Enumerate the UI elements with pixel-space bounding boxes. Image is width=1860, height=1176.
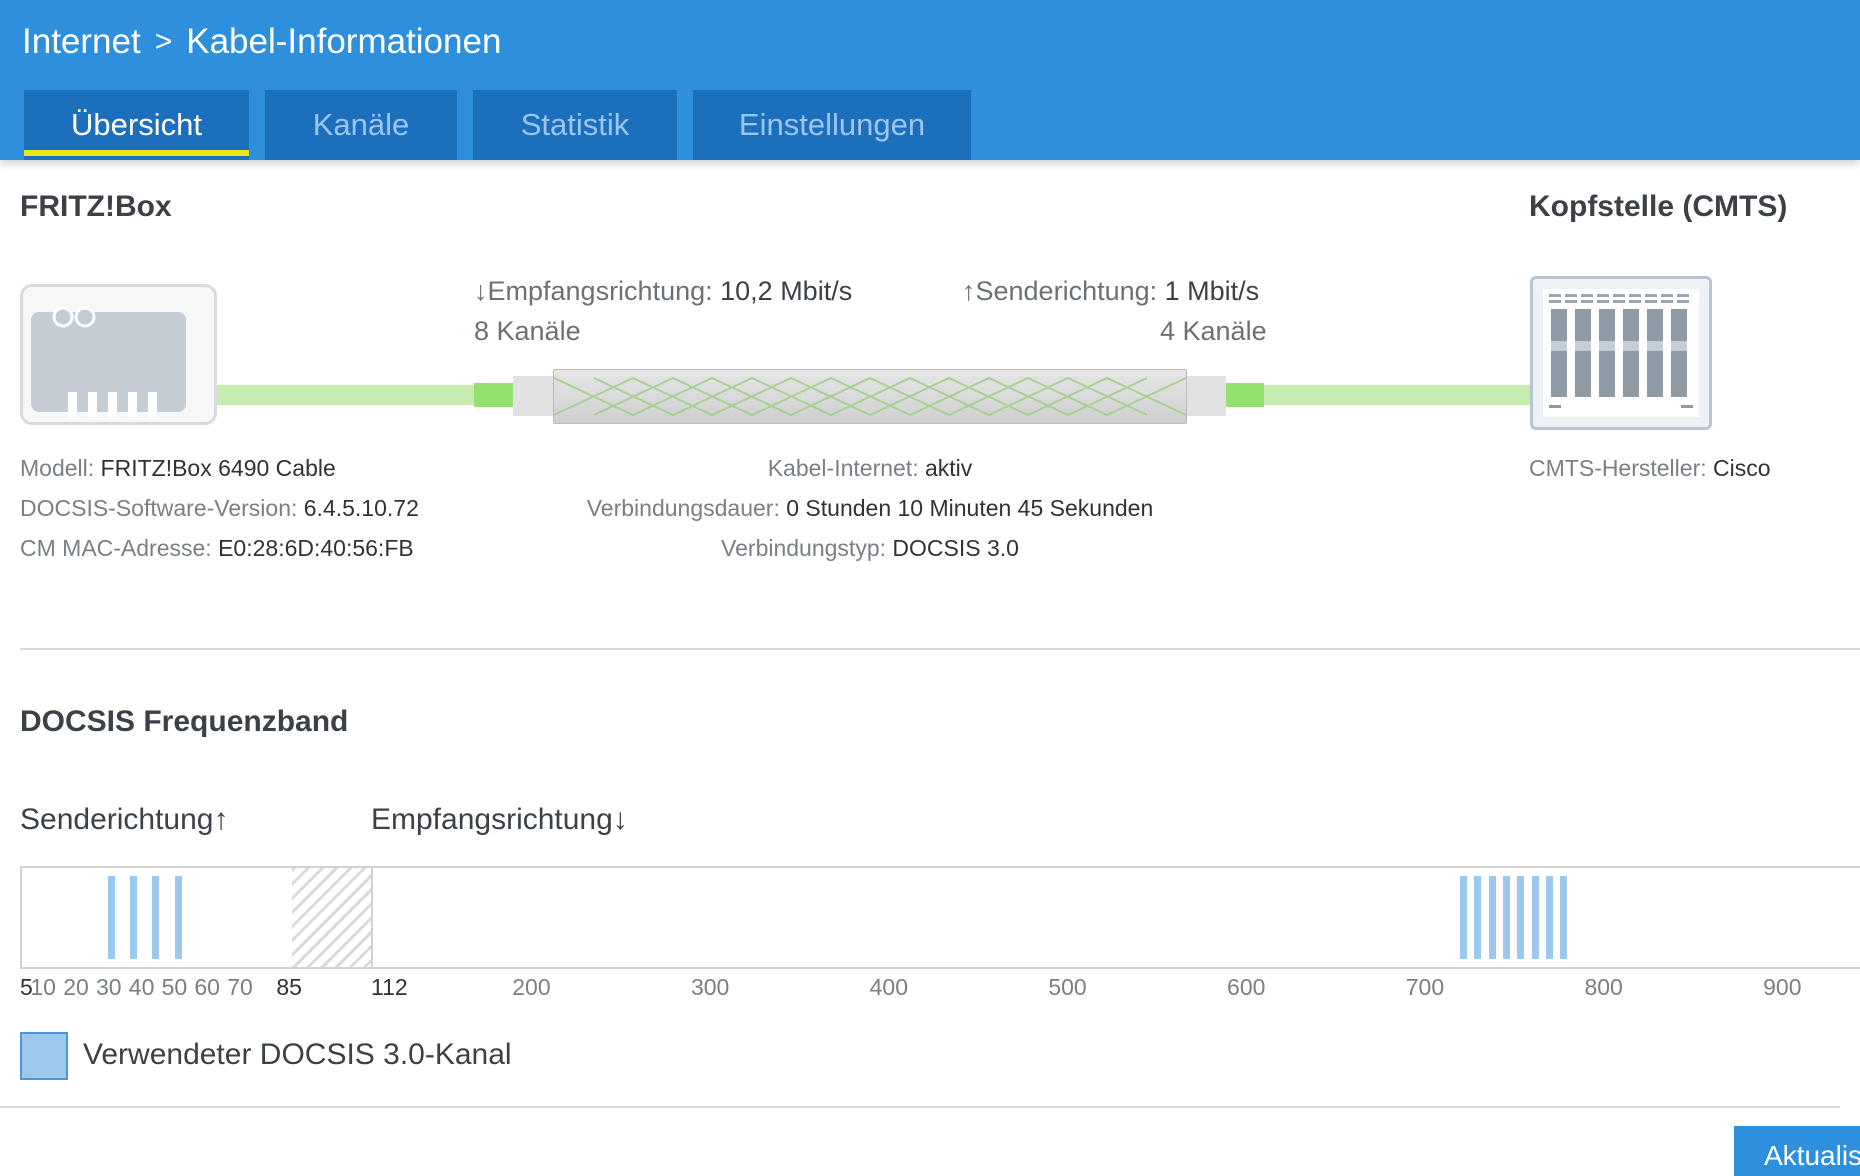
upstream-tick-label: 85 xyxy=(276,974,302,1000)
tab-einstellungen[interactable]: Einstellungen xyxy=(693,90,971,160)
refresh-button[interactable]: Aktualisieren xyxy=(1734,1126,1860,1176)
upstream-channel-marker xyxy=(174,876,182,959)
downstream-channel-marker xyxy=(1474,876,1482,959)
downstream-tick-label: 300 xyxy=(690,974,730,1000)
cable-left-connector xyxy=(474,383,514,407)
downstream-tick-label: 400 xyxy=(869,974,909,1000)
cable-braid-graphic xyxy=(554,376,1186,417)
duration-value: 0 Stunden 10 Minuten 45 Sekunden xyxy=(786,495,1154,521)
upstream-tick-label: 30 xyxy=(96,974,122,1000)
cmts-server-icon xyxy=(1530,276,1712,430)
model-label: Modell: xyxy=(20,455,95,481)
upstream-tick-label: 50 xyxy=(161,974,188,1000)
docsis-sw-label: DOCSIS-Software-Version: xyxy=(20,495,298,521)
upstream-tick-label: 5 xyxy=(20,974,33,1000)
breadcrumb: Internet > Kabel-Informationen xyxy=(22,22,501,62)
upstream-tick-label: 10 xyxy=(30,974,56,1000)
mac-label: CM MAC-Adresse: xyxy=(20,535,212,561)
band-title: DOCSIS Frequenzband xyxy=(20,705,349,738)
upstream-rate-value: 1 Mbit/s xyxy=(1164,276,1260,306)
upstream-channels: 4 Kanäle xyxy=(1160,316,1267,346)
cable-left xyxy=(205,385,475,405)
duration-label: Verbindungsdauer: xyxy=(586,495,780,521)
section-divider xyxy=(20,648,1860,650)
mac-value: E0:28:6D:40:56:FB xyxy=(218,535,414,561)
downstream-band xyxy=(371,866,1860,969)
docsis-sw-value: 6.4.5.10.72 xyxy=(303,495,419,521)
band-upstream-label: Senderichtung↑ xyxy=(20,803,229,836)
downstream-channel-marker xyxy=(1545,876,1553,959)
downstream-rate: ↓Empfangsrichtung: 10,2 Mbit/s xyxy=(474,276,852,307)
chevron-right-icon: > xyxy=(154,25,173,58)
downstream-channel-marker xyxy=(1488,876,1496,959)
upstream-label: Senderichtung: xyxy=(975,276,1158,306)
downstream-tick-label: 200 xyxy=(512,974,551,1000)
band-downstream-label: Empfangsrichtung↓ xyxy=(371,803,628,836)
docsis-sw-row: DOCSIS-Software-Version: 6.4.5.10.72 xyxy=(20,495,419,522)
upstream-channel-marker xyxy=(152,876,160,959)
downstream-channel-marker xyxy=(1560,876,1568,959)
legend-label: Verwendeter DOCSIS 3.0-Kanal xyxy=(83,1038,512,1071)
duration-row: Verbindungsdauer: 0 Stunden 10 Minuten 4… xyxy=(490,495,1250,522)
connection-type-value: DOCSIS 3.0 xyxy=(892,535,1019,561)
upstream-tick-label: 70 xyxy=(227,974,253,1000)
cmts-manufacturer-row: CMTS-Hersteller: Cisco xyxy=(1529,455,1771,482)
upstream-tick-label: 60 xyxy=(194,974,220,1000)
upstream-channel-marker xyxy=(129,876,137,959)
breadcrumb-parent[interactable]: Internet xyxy=(22,22,141,61)
downstream-channel-marker xyxy=(1517,876,1525,959)
device-title: FRITZ!Box xyxy=(20,190,172,223)
downstream-tick-label: 700 xyxy=(1405,974,1445,1000)
downstream-channel-marker xyxy=(1460,876,1468,959)
cmts-manufacturer-label: CMTS-Hersteller: xyxy=(1529,455,1707,481)
fritzbox-device-icon xyxy=(20,284,217,425)
cable-right-connector xyxy=(1226,383,1264,407)
arrow-up-icon: ↑ xyxy=(962,276,976,306)
downstream-label: Empfangsrichtung: xyxy=(487,276,713,306)
band-gap xyxy=(292,866,371,969)
cmts-title: Kopfstelle (CMTS) xyxy=(1529,190,1788,223)
upstream-tick-label: 20 xyxy=(63,974,89,1000)
tab-statistik[interactable]: Statistik xyxy=(473,90,677,160)
downstream-tick-label: 900 xyxy=(1763,974,1802,1000)
cable-status-value: aktiv xyxy=(924,455,973,481)
upstream-channel-marker xyxy=(107,876,115,959)
downstream-channel-marker xyxy=(1502,876,1510,959)
arrow-down-icon: ↓ xyxy=(474,276,488,306)
downstream-channel-marker xyxy=(1531,876,1539,959)
downstream-rate-value: 10,2 Mbit/s xyxy=(720,276,853,306)
downstream-channels: 8 Kanäle xyxy=(474,316,581,346)
cable-status-row: Kabel-Internet: aktiv xyxy=(490,455,1250,482)
upstream-tick-label: 40 xyxy=(128,974,155,1000)
downstream-tick-label: 112 xyxy=(371,974,408,1000)
model-value: FRITZ!Box 6490 Cable xyxy=(100,455,336,481)
footer-divider xyxy=(0,1106,1840,1108)
model-row: Modell: FRITZ!Box 6490 Cable xyxy=(20,455,336,482)
legend-swatch xyxy=(20,1032,68,1080)
downstream-tick-label: 500 xyxy=(1048,974,1087,1000)
page-header: Internet > Kabel-Informationen Übersicht… xyxy=(0,0,1860,160)
downstream-tick-label: 800 xyxy=(1584,974,1623,1000)
upstream-rate: ↑Senderichtung: 1 Mbit/s xyxy=(962,276,1259,307)
cable-status-label: Kabel-Internet: xyxy=(767,455,919,481)
cmts-manufacturer-value: Cisco xyxy=(1713,455,1771,481)
breadcrumb-current: Kabel-Informationen xyxy=(186,22,502,61)
cable-tube xyxy=(553,369,1187,424)
connection-type-row: Verbindungstyp: DOCSIS 3.0 xyxy=(490,535,1250,562)
mac-row: CM MAC-Adresse: E0:28:6D:40:56:FB xyxy=(20,535,414,562)
downstream-tick-label: 600 xyxy=(1227,974,1266,1000)
tab-kanaele[interactable]: Kanäle xyxy=(265,90,457,160)
cable-right xyxy=(1264,385,1532,405)
connection-type-label: Verbindungstyp: xyxy=(721,535,886,561)
tab-uebersicht[interactable]: Übersicht xyxy=(24,90,249,160)
